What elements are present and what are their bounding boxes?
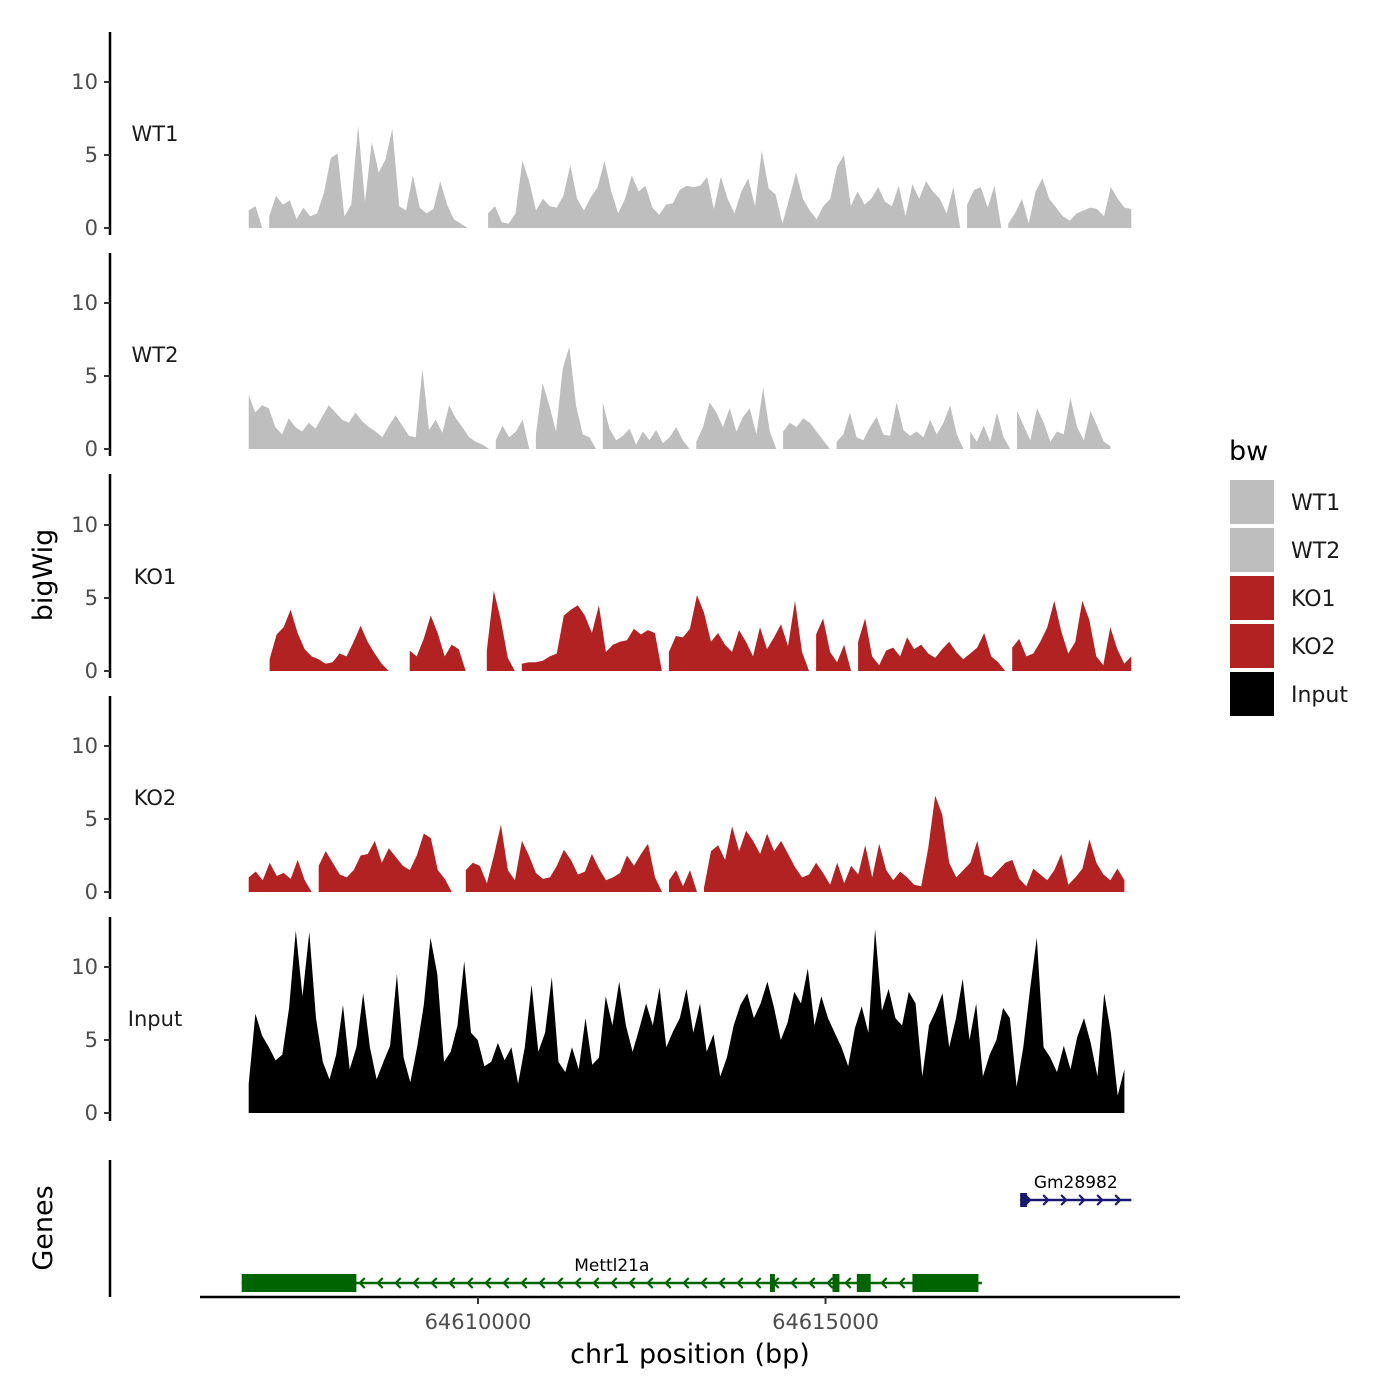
gene-exon bbox=[1020, 1193, 1028, 1207]
strand-arrow bbox=[610, 1277, 618, 1289]
y-tick-label: 0 bbox=[85, 880, 98, 904]
track-label-wt1: WT1 bbox=[132, 122, 179, 146]
strand-arrow bbox=[736, 1277, 744, 1289]
coverage-area-ko1 bbox=[269, 590, 1132, 671]
track-label-wt2: WT2 bbox=[132, 343, 179, 367]
strand-arrow bbox=[808, 1277, 816, 1289]
strand-arrow bbox=[718, 1277, 726, 1289]
y-tick-label: 5 bbox=[85, 143, 98, 167]
gene-exon bbox=[769, 1274, 775, 1292]
coverage-tracks: 0 5 10 WT1 0 5 10 WT2 0 5 10 KO1 0 5 10 KO2 0 5 10 Input bbox=[71, 32, 1132, 1125]
strand-arrow bbox=[646, 1277, 654, 1289]
gene-gm28982: Gm28982 bbox=[1020, 1173, 1132, 1207]
legend-swatch-ko1 bbox=[1230, 576, 1274, 620]
legend-swatch-wt2 bbox=[1230, 528, 1274, 572]
track-ko2: 0 5 10 KO2 bbox=[71, 696, 1125, 904]
legend-label-wt2: WT2 bbox=[1291, 539, 1340, 564]
y-tick-label: 5 bbox=[85, 1028, 98, 1052]
track-ko1: 0 5 10 KO1 bbox=[71, 474, 1132, 683]
strand-arrow bbox=[826, 1277, 834, 1289]
legend-title: bw bbox=[1229, 436, 1268, 467]
gene-exon bbox=[241, 1274, 357, 1292]
track-label-input: Input bbox=[128, 1007, 182, 1031]
strand-arrow bbox=[358, 1277, 366, 1289]
legend-label-ko1: KO1 bbox=[1291, 587, 1336, 612]
legend-swatch-input bbox=[1230, 672, 1274, 716]
strand-arrow bbox=[754, 1277, 762, 1289]
coverage-area-ko2 bbox=[248, 795, 1125, 892]
strand-arrow bbox=[484, 1277, 492, 1289]
y-tick-label: 10 bbox=[71, 734, 98, 758]
y-tick-label: 10 bbox=[71, 513, 98, 537]
y-tick-label: 10 bbox=[71, 70, 98, 94]
coverage-area-wt1 bbox=[248, 125, 1132, 228]
strand-arrow bbox=[1078, 1194, 1086, 1206]
coverage-area-input bbox=[248, 929, 1125, 1113]
strand-arrow bbox=[592, 1277, 600, 1289]
strand-arrow bbox=[466, 1277, 474, 1289]
strand-arrow bbox=[394, 1277, 402, 1289]
strand-arrow bbox=[880, 1277, 888, 1289]
strand-arrow bbox=[520, 1277, 528, 1289]
x-axis: 64610000 64615000 bbox=[200, 1295, 1180, 1334]
gene-label-gm28982: Gm28982 bbox=[1034, 1173, 1118, 1193]
x-axis-title: chr1 position (bp) bbox=[570, 1339, 810, 1370]
strand-arrow bbox=[574, 1277, 582, 1289]
strand-arrow bbox=[628, 1277, 636, 1289]
legend-swatch-wt1 bbox=[1230, 480, 1274, 524]
strand-arrow bbox=[898, 1277, 906, 1289]
y-axis-title: bigWig bbox=[28, 529, 59, 622]
strand-arrow bbox=[1114, 1194, 1122, 1206]
strand-arrow bbox=[430, 1277, 438, 1289]
strand-arrow bbox=[1096, 1194, 1104, 1206]
legend-swatch-ko2 bbox=[1230, 624, 1274, 668]
legend: bw WT1 WT2 KO1 KO2 Input bbox=[1229, 436, 1348, 716]
y-tick-label: 5 bbox=[85, 586, 98, 610]
coverage-area-wt2 bbox=[248, 346, 1111, 449]
x-tick-label: 64610000 bbox=[425, 1310, 532, 1334]
genes-axis-title: Genes bbox=[28, 1185, 59, 1270]
x-tick-label: 64615000 bbox=[772, 1310, 879, 1334]
strand-arrow bbox=[664, 1277, 672, 1289]
strand-arrow bbox=[844, 1277, 852, 1289]
y-tick-label: 10 bbox=[71, 291, 98, 315]
track-wt1: 0 5 10 WT1 bbox=[71, 32, 1132, 240]
track-input: 0 5 10 Input bbox=[71, 917, 1125, 1125]
gene-mettl21a: Mettl21a bbox=[241, 1256, 982, 1292]
y-tick-label: 10 bbox=[71, 955, 98, 979]
y-tick-label: 0 bbox=[85, 216, 98, 240]
gene-exon bbox=[832, 1274, 840, 1292]
strand-arrow bbox=[682, 1277, 690, 1289]
strand-arrow bbox=[412, 1277, 420, 1289]
gene-exon bbox=[856, 1274, 871, 1292]
gene-label-mettl21a: Mettl21a bbox=[574, 1256, 649, 1276]
strand-arrow bbox=[700, 1277, 708, 1289]
track-wt2: 0 5 10 WT2 bbox=[71, 253, 1111, 461]
y-tick-label: 5 bbox=[85, 364, 98, 388]
strand-arrow bbox=[790, 1277, 798, 1289]
strand-arrow bbox=[1060, 1194, 1068, 1206]
legend-label-input: Input bbox=[1291, 683, 1348, 708]
strand-arrow bbox=[556, 1277, 564, 1289]
legend-label-ko2: KO2 bbox=[1291, 635, 1336, 660]
y-tick-label: 0 bbox=[85, 437, 98, 461]
strand-arrow bbox=[538, 1277, 546, 1289]
gene-exon bbox=[912, 1274, 979, 1292]
track-label-ko1: KO1 bbox=[134, 565, 177, 589]
strand-arrow bbox=[502, 1277, 510, 1289]
y-tick-label: 0 bbox=[85, 659, 98, 683]
gene-track: Gm28982 Mettl21a bbox=[108, 1160, 1132, 1297]
legend-label-wt1: WT1 bbox=[1291, 491, 1340, 516]
strand-arrow bbox=[1042, 1194, 1050, 1206]
y-tick-label: 5 bbox=[85, 807, 98, 831]
y-tick-label: 0 bbox=[85, 1101, 98, 1125]
strand-arrow bbox=[448, 1277, 456, 1289]
track-label-ko2: KO2 bbox=[134, 786, 177, 810]
strand-arrow bbox=[376, 1277, 384, 1289]
